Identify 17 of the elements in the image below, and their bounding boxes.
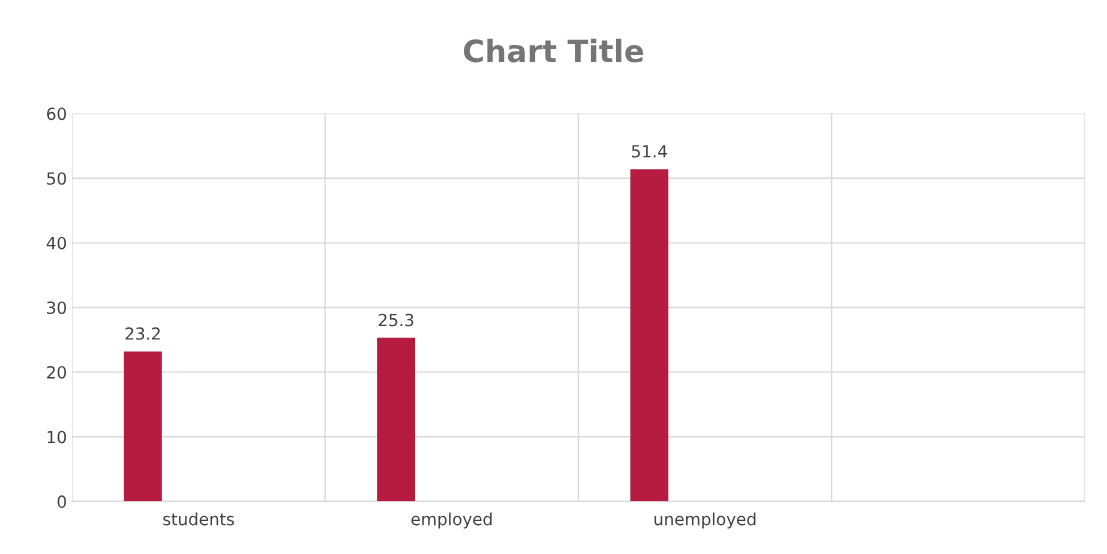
bar: [123, 351, 162, 502]
y-tick-label: 50: [47, 172, 66, 185]
y-tick-label: 0: [57, 495, 66, 508]
chart-title: Chart Title: [463, 38, 644, 63]
x-tick-label: unemployed: [654, 512, 756, 529]
y-tick-label: 20: [47, 366, 66, 379]
x-tick-label: employed: [411, 512, 492, 529]
bar: [630, 169, 669, 502]
data-label: 25.3: [378, 313, 414, 327]
bar: [377, 337, 416, 502]
y-tick-label: 40: [46, 236, 66, 250]
data-label: 51.4: [632, 145, 667, 158]
data-label: 23.2: [125, 327, 160, 340]
y-tick-label: 10: [47, 430, 66, 444]
y-tick-label: 60: [47, 107, 66, 121]
y-tick-label: 30: [47, 301, 66, 315]
x-tick-label: students: [163, 512, 234, 526]
